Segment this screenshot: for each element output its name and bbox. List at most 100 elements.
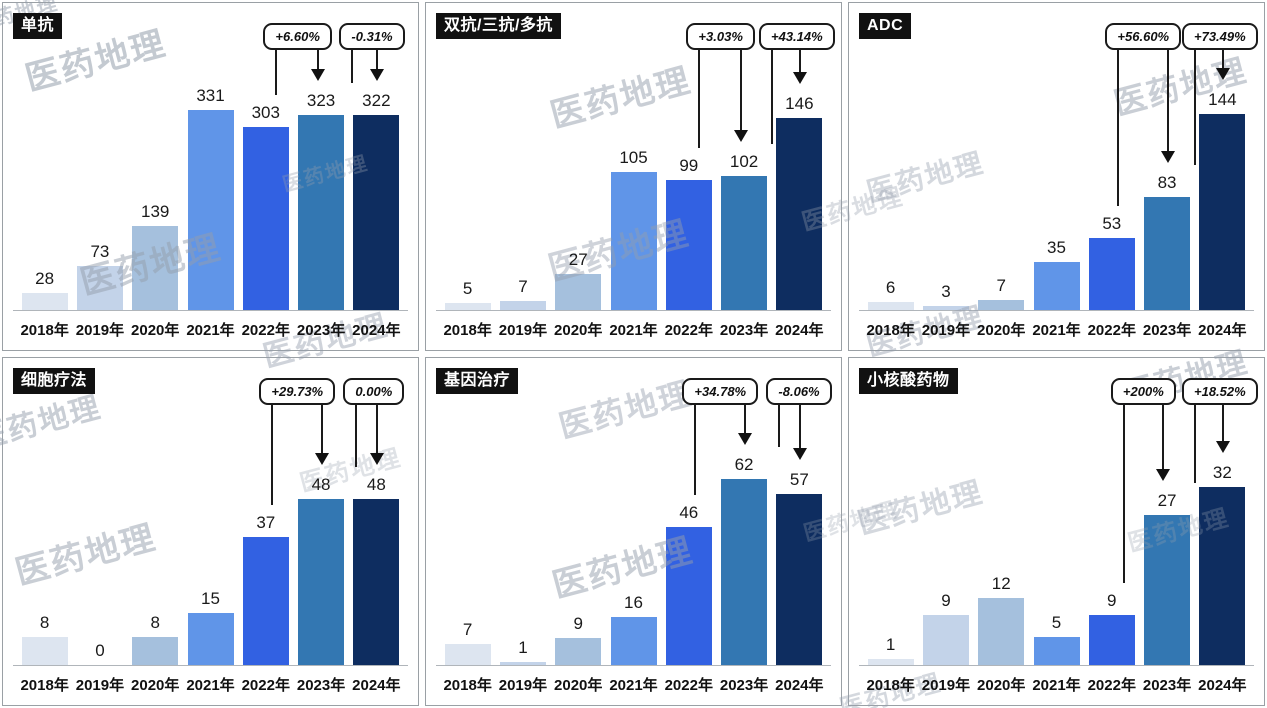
- callout-anchor-line: [1194, 50, 1196, 166]
- bar-2022年: [242, 537, 289, 665]
- bar-2018年: [444, 303, 491, 310]
- arrow-head-icon: [1216, 68, 1231, 80]
- bar-2022年: [1088, 614, 1135, 665]
- x-axis-line: [859, 665, 1254, 666]
- x-tick-label: 2019年: [921, 322, 971, 339]
- x-tick-label: 2020年: [977, 322, 1026, 339]
- growth-callout: -8.06%: [766, 378, 832, 405]
- bar-2022年: [665, 527, 712, 665]
- x-tick-label: 2024年: [1198, 677, 1247, 694]
- bar-2024年: [1199, 487, 1246, 665]
- chart-title-badge: 基因治疗: [436, 368, 519, 394]
- x-tick-label: 2024年: [352, 322, 401, 339]
- growth-callout: +29.73%: [259, 378, 336, 405]
- bar-chart-bispecific-multispecific: 5 2018年 7 2019年 27 2020年 105 2021年 99 2022年 102 202…: [426, 3, 841, 350]
- bar-chart-gene-therapy: 7 2018年 1 2019年 9 2020年 16 2021年 46 2022年 62 2023年 5…: [426, 358, 841, 705]
- value-label: 15: [201, 589, 220, 609]
- value-label: 144: [1208, 90, 1237, 109]
- value-label: 48: [311, 475, 331, 494]
- x-tick-label: 2023年: [1142, 322, 1192, 339]
- value-label: 323: [306, 90, 336, 110]
- value-label: 83: [1157, 173, 1177, 193]
- callout-anchor-line: [271, 405, 274, 506]
- callout-arrow-line: [799, 50, 802, 72]
- value-label: 53: [1102, 213, 1122, 233]
- value-label: 46: [679, 503, 699, 522]
- value-label: 0: [95, 641, 105, 660]
- x-tick-label: 2023年: [296, 322, 346, 339]
- value-label: 105: [619, 147, 648, 167]
- value-label: 16: [624, 593, 643, 612]
- x-tick-label: 2023年: [719, 677, 769, 694]
- bar-2024年: [776, 494, 823, 665]
- bar-2021年: [187, 613, 234, 665]
- bar-2023年: [298, 499, 345, 665]
- x-tick-label: 2018年: [20, 677, 69, 694]
- bar-2020年: [978, 300, 1025, 310]
- arrow-head-icon: [315, 453, 330, 465]
- x-tick-label: 2024年: [1198, 322, 1247, 339]
- bar-chart-adc: 6 2018年 3 2019年 7 2020年 35 2021年 53 2022年 83 2023年 1…: [849, 3, 1264, 350]
- value-label: 9: [1107, 590, 1117, 610]
- bar-2023年: [721, 479, 768, 665]
- value-label: 5: [462, 279, 473, 299]
- chart-title-badge: ADC: [859, 13, 912, 39]
- bar-2021年: [187, 110, 234, 310]
- growth-callout: +73.49%: [1182, 23, 1258, 50]
- x-tick-label: 2023年: [296, 677, 346, 694]
- bar-2018年: [444, 644, 491, 665]
- bar-2020年: [555, 638, 602, 665]
- value-label: 57: [789, 470, 809, 489]
- value-label: 8: [150, 613, 160, 633]
- bar-chart-monoclonal-antibody: 28 2018年 73 2019年 139 2020年 331 2021年 303 2022年 32…: [3, 3, 418, 350]
- arrow-head-icon: [793, 448, 808, 460]
- value-label: 139: [141, 202, 170, 221]
- growth-callout: +3.03%: [686, 23, 755, 50]
- x-tick-label: 2023年: [1142, 677, 1192, 694]
- bar-2021年: [610, 617, 657, 665]
- x-tick-label: 2018年: [866, 677, 915, 694]
- arrow-head-icon: [311, 68, 326, 81]
- bar-2022年: [242, 126, 289, 310]
- growth-callout: 0.00%: [343, 378, 405, 405]
- bar-2020年: [132, 637, 179, 665]
- panel-cell-therapy: 细胞疗法 8 2018年 0 2019年 8 2020年 15 2021年 37 2022年 48 2…: [2, 357, 419, 706]
- value-label: 1: [885, 635, 896, 655]
- x-tick-label: 2024年: [775, 322, 824, 339]
- bar-2023年: [1144, 514, 1191, 665]
- growth-callout: +18.52%: [1182, 378, 1258, 405]
- x-tick-label: 2021年: [1032, 677, 1081, 694]
- value-label: 7: [518, 276, 528, 296]
- bar-2019年: [499, 300, 546, 310]
- x-tick-label: 2019年: [921, 677, 971, 694]
- x-tick-label: 2019年: [498, 322, 548, 339]
- x-tick-label: 2020年: [131, 677, 180, 694]
- callout-arrow-line: [376, 405, 379, 453]
- bar-2022年: [1088, 237, 1135, 310]
- callout-anchor-line: [351, 50, 354, 83]
- value-label: 99: [679, 155, 699, 175]
- bar-2019年: [922, 305, 969, 310]
- panel-gene-therapy: 基因治疗 7 2018年 1 2019年 9 2020年 16 2021年 46 2022年 62 2…: [425, 357, 842, 706]
- panel-small-nucleic-acid: 小核酸药物 1 2018年 9 2019年 12 2020年 5 2021年 9 2022年 27 2…: [848, 357, 1265, 706]
- x-tick-label: 2020年: [554, 677, 603, 694]
- callout-arrow-line: [744, 405, 747, 433]
- bar-2023年: [1144, 197, 1191, 310]
- arrow-head-icon: [1155, 468, 1170, 481]
- growth-callout: +56.60%: [1105, 23, 1182, 50]
- chart-title-badge: 小核酸药物: [859, 368, 958, 394]
- x-tick-label: 2022年: [1087, 322, 1136, 339]
- x-axis-line: [13, 310, 408, 311]
- bar-2018年: [867, 659, 914, 665]
- arrow-head-icon: [738, 433, 753, 445]
- x-tick-label: 2021年: [186, 677, 235, 694]
- x-tick-label: 2023年: [719, 322, 769, 339]
- bar-2021年: [1033, 262, 1080, 310]
- value-label: 48: [366, 475, 386, 494]
- callout-anchor-line: [275, 50, 278, 95]
- bar-2021年: [1033, 637, 1080, 665]
- callout-anchor-line: [1122, 405, 1125, 583]
- x-tick-label: 2022年: [241, 322, 290, 339]
- x-axis-line: [436, 310, 831, 311]
- callout-arrow-line: [1222, 405, 1225, 441]
